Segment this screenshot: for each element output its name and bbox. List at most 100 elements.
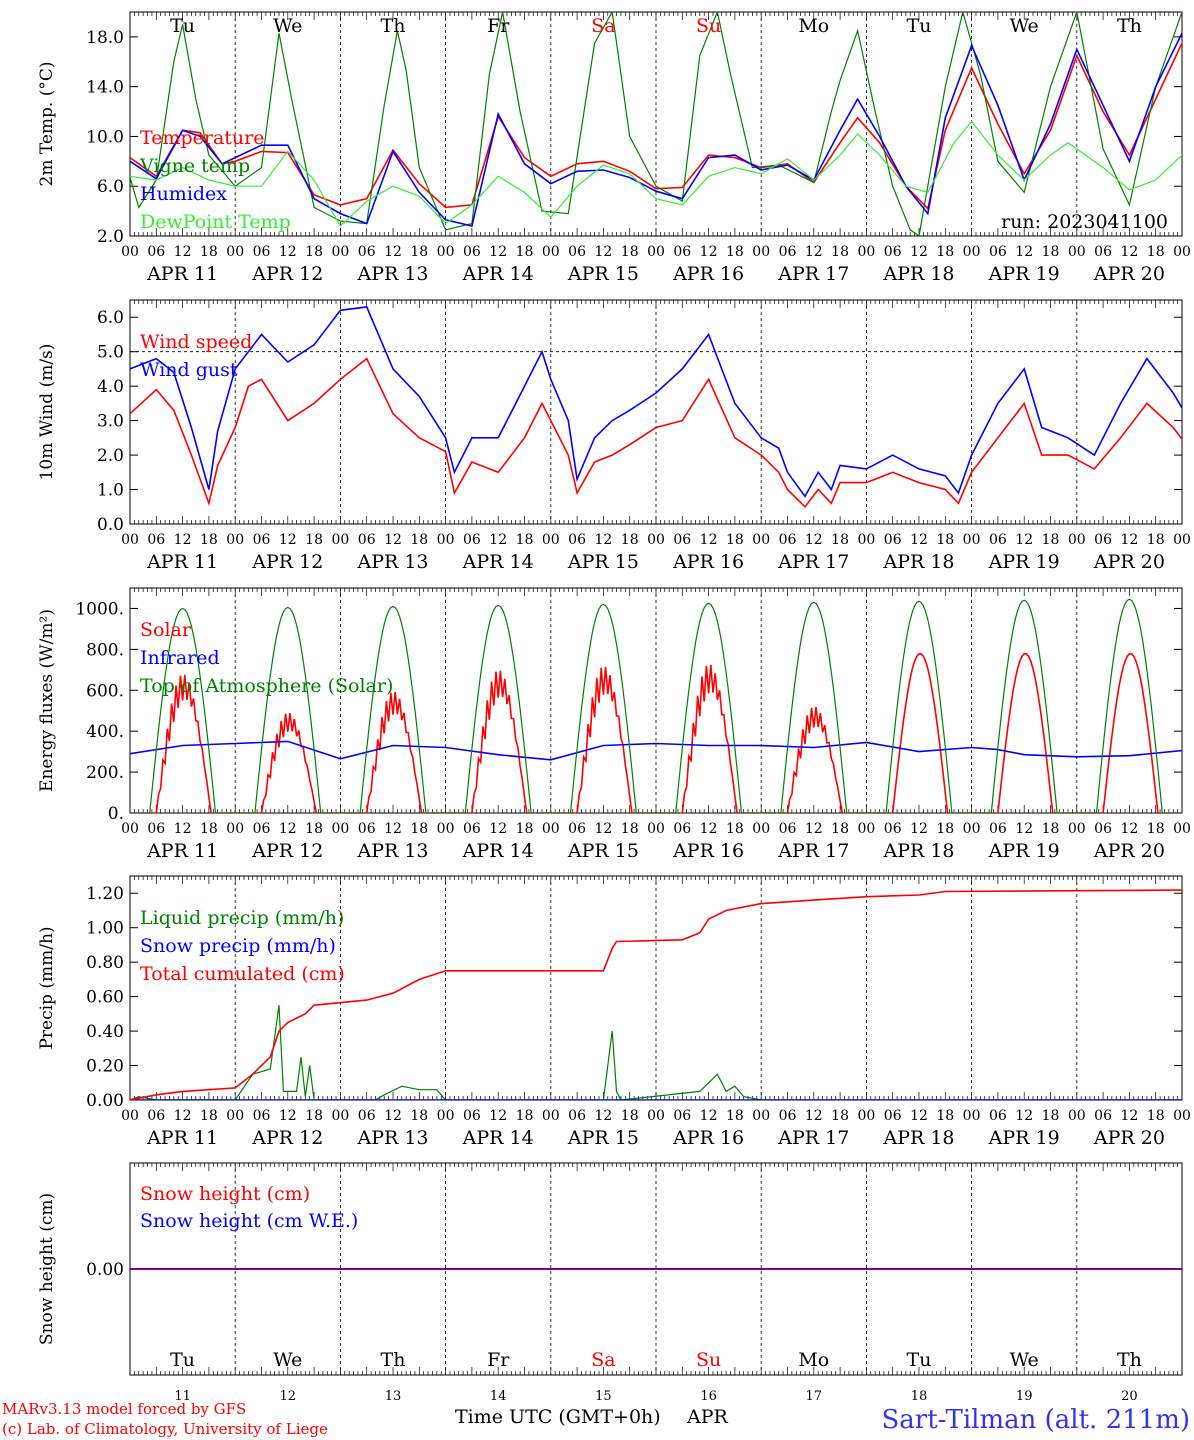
panel-3: 0. 200. 400. 600. 800. 1000. Energy fluxes (W/…	[37, 587, 1191, 862]
x-hour-label: 18	[1042, 821, 1060, 837]
x-hour-label: 00	[121, 821, 139, 837]
x-hour-label: 12	[700, 244, 718, 260]
x-hour-label: 18	[516, 244, 534, 260]
x-date-label: APR 20	[1093, 840, 1165, 862]
x-hour-label: 12	[700, 1108, 718, 1124]
day-number-label: 12	[280, 1389, 297, 1404]
y-tick-label: 2.0	[97, 446, 124, 466]
y-tick-label: 0.60	[86, 988, 124, 1008]
plot-frame	[129, 11, 1183, 237]
x-date-label: APR 16	[672, 551, 744, 573]
day-number-label: 13	[385, 1389, 402, 1404]
x-hour-label: 00	[857, 244, 875, 260]
x-hour-label: 06	[779, 1108, 797, 1124]
x-hour-label: 18	[516, 821, 534, 837]
x-hour-label: 00	[857, 1108, 875, 1124]
weekday-label-top: Su	[696, 15, 721, 37]
x-hour-label: 06	[568, 244, 586, 260]
x-hour-label: 12	[1120, 821, 1138, 837]
x-date-label: APR 17	[777, 840, 849, 862]
x-hour-label: 18	[831, 244, 849, 260]
y-tick-label: 0.40	[86, 1022, 124, 1042]
x-date-label: APR 12	[251, 840, 323, 862]
x-hour-label: 00	[331, 244, 349, 260]
x-date-label: APR 12	[251, 263, 323, 285]
x-hour-label: 00	[857, 532, 875, 548]
x-hour-label: 18	[831, 1108, 849, 1124]
x-hour-label: 06	[463, 532, 481, 548]
x-hour-label: 00	[437, 821, 455, 837]
day-number-label: 17	[806, 1389, 823, 1404]
x-hour-label: 00	[857, 821, 875, 837]
x-date-label: APR 18	[882, 1127, 954, 1149]
x-hour-label: 12	[1015, 1108, 1033, 1124]
series-line-3	[130, 598, 1182, 813]
x-hour-label: 06	[568, 532, 586, 548]
x-date-label: APR 16	[672, 840, 744, 862]
x-hour-label: 06	[884, 821, 902, 837]
x-hour-label: 00	[963, 532, 981, 548]
weekday-label-top: Sa	[591, 15, 615, 37]
x-hour-label: 12	[279, 1108, 297, 1124]
x-date-label: APR 11	[146, 551, 218, 573]
series-line-3	[130, 31, 1182, 227]
x-date-label: APR 11	[146, 840, 218, 862]
x-date-label: APR 14	[462, 263, 534, 285]
x-hour-label: 18	[305, 1108, 323, 1124]
x-date-label: APR 12	[251, 1127, 323, 1149]
x-hour-label: 12	[384, 244, 402, 260]
x-hour-label: 12	[279, 532, 297, 548]
footer-lab-line: (c) Lab. of Climatology, University of L…	[2, 1420, 328, 1438]
x-hour-label: 00	[963, 821, 981, 837]
plot-frame	[129, 587, 1183, 814]
y-tick-label: 14.0	[86, 78, 124, 98]
x-hour-label: 12	[1120, 532, 1138, 548]
x-hour-label: 06	[884, 1108, 902, 1124]
weekday-label-top: Th	[381, 15, 406, 37]
x-date-label: APR 18	[882, 551, 954, 573]
x-hour-label: 12	[805, 244, 823, 260]
x-hour-label: 12	[1120, 244, 1138, 260]
x-hour-label: 06	[253, 821, 271, 837]
x-date-label: APR 17	[777, 551, 849, 573]
x-hour-label: 18	[200, 244, 218, 260]
x-date-label: APR 19	[988, 551, 1060, 573]
x-hour-label: 00	[1068, 821, 1086, 837]
legend-entry: Snow height (cm W.E.)	[140, 1210, 358, 1232]
x-hour-label: 12	[1015, 821, 1033, 837]
x-date-label: APR 11	[146, 263, 218, 285]
x-hour-label: 12	[910, 821, 928, 837]
x-date-label: APR 14	[462, 1127, 534, 1149]
x-hour-label: 00	[542, 821, 560, 837]
x-hour-label: 00	[647, 532, 665, 548]
x-date-label: APR 13	[356, 263, 428, 285]
x-hour-label: 12	[594, 821, 612, 837]
x-date-label: APR 20	[1093, 1127, 1165, 1149]
x-hour-label: 18	[516, 532, 534, 548]
x-hour-label: 06	[673, 1108, 691, 1124]
x-hour-label: 12	[174, 244, 192, 260]
x-hour-label: 18	[305, 821, 323, 837]
y-tick-label: 0.	[108, 804, 124, 824]
x-hour-label: 18	[410, 532, 428, 548]
x-hour-label: 00	[542, 532, 560, 548]
panel-5: 0.00 Snow height (cm) Snow height (cm) Snow…	[37, 1162, 1183, 1376]
x-date-label: APR 18	[882, 840, 954, 862]
x-date-label: APR 17	[777, 1127, 849, 1149]
legend-entry: Snow precip (mm/h)	[140, 935, 336, 957]
x-hour-label: 18	[1147, 821, 1165, 837]
weekday-label-bottom: Fr	[487, 1349, 510, 1371]
x-hour-label: 12	[174, 532, 192, 548]
x-date-label: APR 11	[146, 1127, 218, 1149]
x-hour-label: 18	[1147, 1108, 1165, 1124]
series-line-1	[130, 41, 1182, 211]
x-hour-label: 00	[963, 244, 981, 260]
x-hour-label: 00	[437, 244, 455, 260]
x-hour-label: 12	[1015, 532, 1033, 548]
legend-entry: Humidex	[140, 183, 227, 205]
x-hour-label: 00	[226, 821, 244, 837]
x-hour-label: 06	[253, 532, 271, 548]
x-hour-label: 06	[779, 244, 797, 260]
y-tick-label: 600.	[86, 681, 124, 701]
